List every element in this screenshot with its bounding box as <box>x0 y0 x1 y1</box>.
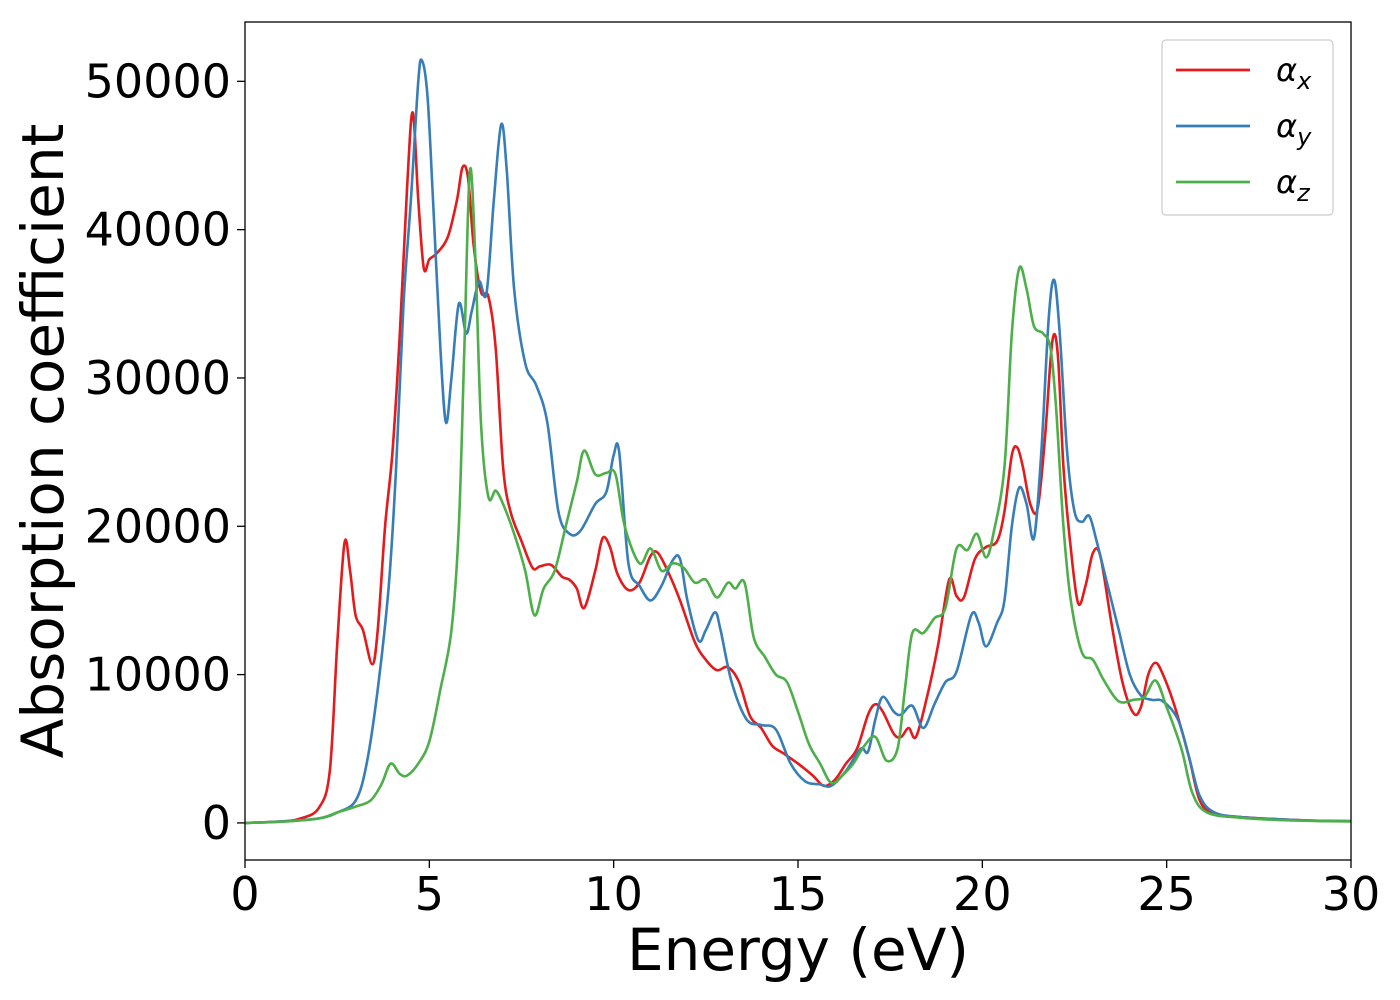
y-tick-label: 0 <box>202 796 231 850</box>
series-lines <box>244 58 1352 825</box>
legend: αx αy αz <box>1161 39 1334 216</box>
x-axis-label: Energy (eV) <box>627 916 969 984</box>
x-tick-label: 15 <box>769 867 828 921</box>
legend-label-x: αx <box>1276 51 1312 95</box>
y-tick-label: 40000 <box>85 203 231 257</box>
series-line-x <box>244 111 1352 825</box>
series-line-z <box>244 166 1352 825</box>
axis-ticks: 0 5 10 15 20 25 30 0 10000 20000 30000 40000 50000 <box>85 54 1381 921</box>
y-axis-label: Absorption coefficient <box>9 124 77 759</box>
y-tick-label: 10000 <box>85 648 231 702</box>
x-tick-label: 20 <box>953 867 1012 921</box>
x-tick-label: 25 <box>1137 867 1196 921</box>
y-tick-label: 30000 <box>85 351 231 405</box>
x-tick-label: 0 <box>230 867 259 921</box>
x-tick-label: 10 <box>584 867 643 921</box>
y-tick-label: 50000 <box>85 54 231 108</box>
legend-label-z: αz <box>1276 163 1311 207</box>
legend-label-y: αy <box>1276 107 1312 151</box>
series-line-y <box>244 58 1352 825</box>
x-tick-label: 5 <box>415 867 444 921</box>
x-tick-label: 30 <box>1322 867 1381 921</box>
legend-box <box>1161 39 1334 216</box>
y-tick-label: 20000 <box>85 499 231 553</box>
